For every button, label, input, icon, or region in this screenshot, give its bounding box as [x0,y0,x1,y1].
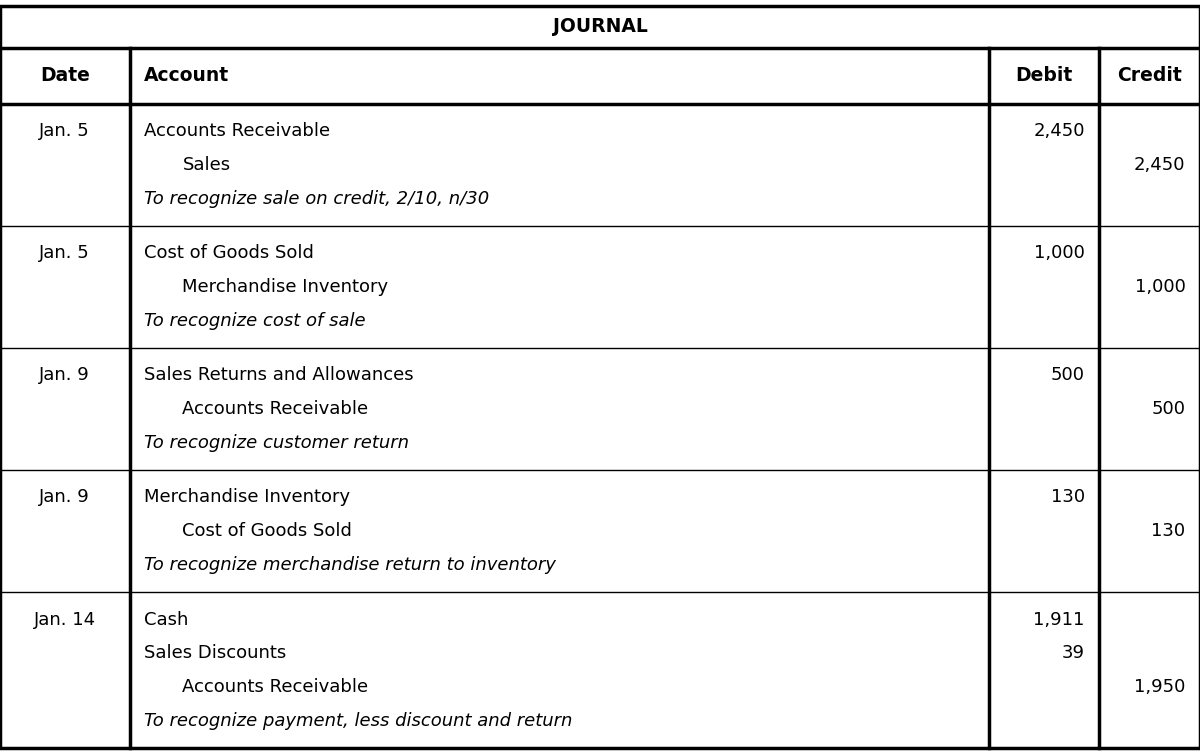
Text: Accounts Receivable: Accounts Receivable [182,678,368,696]
Text: Accounts Receivable: Accounts Receivable [182,400,368,418]
Text: JOURNAL: JOURNAL [552,17,648,36]
Text: 1,000: 1,000 [1135,278,1186,296]
Text: 39: 39 [1062,644,1085,662]
Text: Accounts Receivable: Accounts Receivable [144,122,330,140]
Text: 130: 130 [1152,523,1186,540]
Text: Cash: Cash [144,611,188,629]
Text: 1,950: 1,950 [1134,678,1186,696]
Text: Debit: Debit [1015,66,1073,85]
Text: To recognize sale on credit, 2/10, n/30: To recognize sale on credit, 2/10, n/30 [144,190,490,208]
Text: Jan. 5: Jan. 5 [40,122,90,140]
Text: 2,450: 2,450 [1134,156,1186,174]
Text: Credit: Credit [1117,66,1182,85]
Text: Sales: Sales [182,156,230,174]
Text: Merchandise Inventory: Merchandise Inventory [144,489,350,507]
Text: Cost of Goods Sold: Cost of Goods Sold [182,523,353,540]
Text: Jan. 14: Jan. 14 [34,611,96,629]
Text: To recognize payment, less discount and return: To recognize payment, less discount and … [144,712,572,730]
Text: Jan. 9: Jan. 9 [40,489,90,507]
Text: Jan. 5: Jan. 5 [40,244,90,262]
Text: 1,911: 1,911 [1033,611,1085,629]
Text: Sales Discounts: Sales Discounts [144,644,287,662]
Text: 130: 130 [1051,489,1085,507]
Text: 500: 500 [1051,366,1085,385]
Text: Account: Account [144,66,229,85]
Text: To recognize merchandise return to inventory: To recognize merchandise return to inven… [144,556,556,574]
Text: 2,450: 2,450 [1033,122,1085,140]
Text: 500: 500 [1152,400,1186,418]
Text: Date: Date [40,66,90,85]
Text: To recognize customer return: To recognize customer return [144,434,409,452]
Text: Cost of Goods Sold: Cost of Goods Sold [144,244,314,262]
Text: 1,000: 1,000 [1034,244,1085,262]
Text: Jan. 9: Jan. 9 [40,366,90,385]
Text: Merchandise Inventory: Merchandise Inventory [182,278,389,296]
Text: To recognize cost of sale: To recognize cost of sale [144,312,366,329]
Text: Sales Returns and Allowances: Sales Returns and Allowances [144,366,414,385]
